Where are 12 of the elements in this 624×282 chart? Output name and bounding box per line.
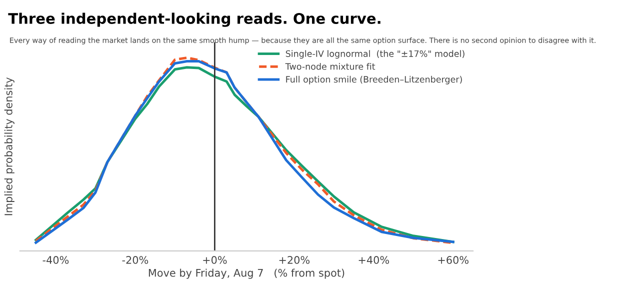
- x-tick-label: +20%: [279, 256, 310, 264]
- chart-title: Three independent-looking reads. One curve.: [8, 12, 380, 27]
- y-axis-title: Implied probability density: [4, 77, 14, 216]
- x-tick-label: +60%: [438, 256, 468, 264]
- x-tick-label: +40%: [358, 256, 390, 264]
- legend-label: Two-node mixture fit: [285, 63, 376, 70]
- legend-label: Single-IV lognormal (the "±17%" model): [286, 50, 464, 59]
- legend-label: Full option smile (Breeden–Litzenberger): [286, 76, 462, 84]
- x-tick-label: -20%: [122, 256, 148, 264]
- x-tick-label: +0%: [203, 256, 227, 264]
- x-tick-label: -40%: [42, 256, 69, 264]
- x-axis-title: Move by Friday, Aug 7 (% from spot): [148, 268, 344, 279]
